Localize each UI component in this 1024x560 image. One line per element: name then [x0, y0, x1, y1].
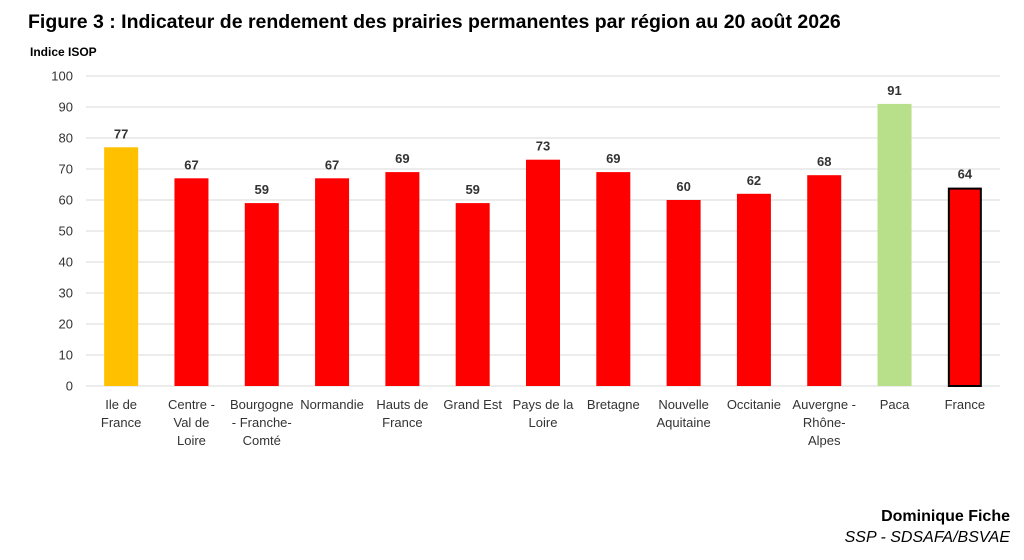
data-label: 91: [887, 83, 901, 98]
x-tick-label: Bretagne: [587, 397, 640, 412]
credit: Dominique Fiche SSP - SDSAFA/BSVAE: [845, 508, 1010, 547]
data-label: 62: [747, 173, 761, 188]
bar: [666, 200, 701, 386]
data-label: 64: [958, 167, 973, 182]
data-label: 67: [184, 157, 198, 172]
data-label: 68: [817, 154, 831, 169]
bar: [455, 203, 490, 386]
y-tick-label: 10: [59, 348, 73, 363]
x-tick-label: Ile de: [105, 397, 137, 412]
x-tick-label: Paca: [880, 397, 910, 412]
data-label: 69: [606, 151, 620, 166]
data-label: 77: [114, 126, 128, 141]
bar: [596, 172, 631, 386]
x-tick-label: Comté: [243, 433, 281, 448]
bar: [947, 187, 982, 387]
x-tick-label: Val de: [174, 415, 210, 430]
x-tick-label: Nouvelle: [658, 397, 709, 412]
bar: [104, 147, 139, 386]
x-tick-label: Aquitaine: [657, 415, 711, 430]
data-label: 60: [676, 179, 690, 194]
x-tick-label: Loire: [529, 415, 558, 430]
y-tick-label: 30: [59, 286, 73, 301]
x-tick-label: Auvergne -: [792, 397, 856, 412]
bar-chart: Indice ISOP 0 10 20 30 40 50 60 70 80 90 100 77 67 5…: [30, 45, 1000, 448]
bar: [877, 103, 912, 387]
x-tick-label: Occitanie: [727, 397, 781, 412]
x-tick-label: Normandie: [300, 397, 364, 412]
x-tick-label: Loire: [177, 433, 206, 448]
data-label: 59: [465, 182, 479, 197]
y-tick-label: 70: [59, 162, 73, 177]
x-tick-label: Centre -: [168, 397, 215, 412]
x-tick-label: - Franche-: [232, 415, 292, 430]
x-tick-label: Grand Est: [443, 397, 502, 412]
data-labels: 77 67 59 67 69 59 73 69 60 62 68 91 64: [114, 83, 973, 197]
y-tick-label: 60: [59, 193, 73, 208]
bar: [385, 172, 420, 386]
y-tick-label: 50: [59, 224, 73, 239]
bars: [104, 103, 982, 387]
data-label: 59: [255, 182, 269, 197]
bar: [315, 178, 350, 386]
x-tick-label: Alpes: [808, 433, 841, 448]
x-tick-label: Bourgogne: [230, 397, 294, 412]
data-label: 69: [395, 151, 409, 166]
x-tick-label: France: [382, 415, 422, 430]
y-axis-title: Indice ISOP: [30, 45, 97, 59]
x-tick-label: Pays de la: [513, 397, 574, 412]
x-axis-labels: Ile de France Centre - Val de Loire Bourgogne…: [101, 397, 985, 448]
bar: [244, 203, 279, 386]
credit-author: Dominique Fiche: [881, 508, 1010, 525]
bar: [174, 178, 209, 386]
y-tick-label: 40: [59, 255, 73, 270]
y-tick-label: 90: [59, 100, 73, 115]
y-tick-label: 80: [59, 131, 73, 146]
credit-org: SSP - SDSAFA/BSVAE: [844, 529, 1010, 546]
y-tick-label: 0: [66, 379, 73, 394]
bar: [807, 175, 842, 386]
y-tick-label: 100: [51, 69, 73, 84]
y-axis-ticks: 0 10 20 30 40 50 60 70 80 90 100: [51, 69, 73, 394]
bar: [526, 159, 560, 386]
y-tick-label: 20: [59, 317, 73, 332]
x-tick-label: France: [101, 415, 141, 430]
x-tick-label: Hauts de: [376, 397, 428, 412]
bar: [736, 193, 771, 386]
x-tick-label: Rhône-: [803, 415, 846, 430]
page-title: Figure 3 : Indicateur de rendement des p…: [28, 11, 841, 33]
x-tick-label: France: [945, 397, 985, 412]
data-label: 73: [536, 139, 550, 154]
data-label: 67: [325, 157, 339, 172]
